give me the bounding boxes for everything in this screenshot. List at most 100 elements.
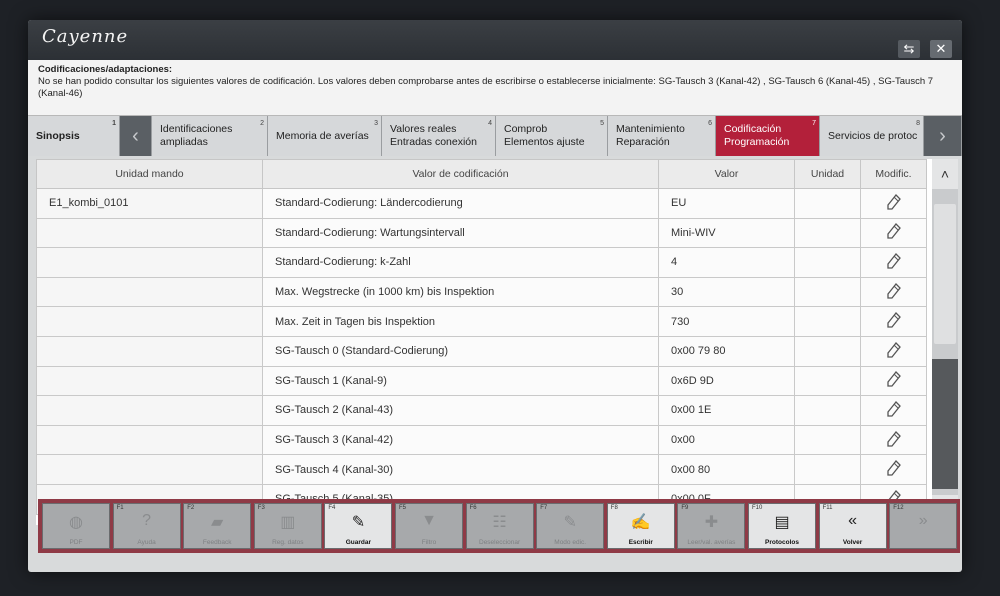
column-header-valor-codificacion[interactable]: Valor de codificación	[262, 159, 659, 189]
unit-cell	[36, 217, 263, 249]
table-row[interactable]: SG-Tausch 4 (Kanal-30) 0x00 80	[36, 454, 927, 485]
value-cell: 0x00 1E	[658, 395, 795, 426]
fkey-escribir-button[interactable]: F8 ✍ Escribir	[606, 503, 675, 549]
tab-label: Sinopsis	[36, 129, 80, 142]
tab-valores-reales[interactable]: Valores reales Entradas conexión 4	[382, 116, 496, 156]
column-header-valor[interactable]: Valor	[658, 159, 795, 189]
fkey-code: F9	[681, 505, 689, 511]
modify-cell	[860, 454, 927, 485]
fkey-label: Filtro	[421, 539, 437, 546]
tab-comprob-elementos[interactable]: Comprob Elementos ajuste 5	[496, 116, 608, 156]
fkey-feedback-button[interactable]: F2 ▰ Feedback	[183, 503, 252, 549]
scroll-up-button[interactable]: ˄	[932, 159, 958, 189]
fkey-modo-edic--button[interactable]: F7 ✎ Modo edic.	[536, 503, 605, 549]
fkey-protocolos-button[interactable]: F10 ▤ Protocolos	[748, 503, 816, 549]
fkey-guardar-button[interactable]: F4 ✎ Guardar	[324, 503, 393, 549]
value-cell: EU	[658, 188, 795, 219]
tab-sinopsis[interactable]: Sinopsis 1	[28, 116, 120, 156]
table-scrollbar[interactable]: ˄ ˅	[932, 159, 958, 525]
coding-name-cell: Max. Wegstrecke (in 1000 km) bis Inspekt…	[262, 276, 659, 308]
fkey-label: Deseleccionar	[479, 539, 521, 546]
tab-label: Identificaciones ampliadas	[160, 123, 233, 148]
fkey-pdf-button[interactable]: ◍ PDF	[42, 503, 110, 549]
value-cell: 0x6D 9D	[658, 365, 795, 397]
table-row[interactable]: SG-Tausch 1 (Kanal-9) 0x6D 9D	[36, 365, 927, 397]
table-row[interactable]: SG-Tausch 0 (Standard-Codierung) 0x00 79 …	[36, 335, 927, 367]
scroll-thumb[interactable]	[934, 204, 956, 344]
protocol-icon: ▤	[774, 514, 790, 531]
switch-window-button[interactable]: ⇆	[898, 40, 920, 58]
value-cell: 4	[658, 247, 795, 278]
tab-mantenimiento[interactable]: Mantenimiento Reparación 6	[608, 116, 716, 156]
unit-cell	[36, 365, 263, 397]
tab-memoria-averias[interactable]: Memoria de averías 3	[268, 116, 382, 156]
fkey-reg-datos-button[interactable]: F3 ▥ Reg. datos	[253, 503, 322, 549]
table-row[interactable]: SG-Tausch 3 (Kanal-42) 0x00	[36, 424, 927, 456]
unit-of-measure-cell	[794, 395, 861, 426]
fkey-label: Reg. datos	[272, 539, 304, 546]
coding-table-container: Unidad mando Valor de codificación Valor…	[36, 159, 932, 525]
table-row[interactable]: Standard-Codierung: Wartungsintervall Min…	[36, 217, 927, 249]
column-header-unidad-mando[interactable]: Unidad mando	[36, 159, 263, 189]
modify-cell	[860, 395, 927, 426]
edit-pencil-icon[interactable]	[886, 430, 901, 447]
close-button[interactable]: ✕	[930, 40, 952, 58]
value-cell: 730	[658, 306, 795, 337]
tab-codificacion[interactable]: Codificación Programación 7	[716, 116, 820, 156]
tab-label: Mantenimiento Reparación	[616, 123, 685, 148]
tab-number: 5	[600, 120, 604, 127]
edit-pencil-icon[interactable]	[886, 371, 901, 388]
unit-cell	[36, 454, 263, 485]
tab-label: Memoria de averías	[276, 129, 369, 142]
tab-number: 4	[488, 120, 492, 127]
coding-name-cell: Standard-Codierung: Wartungsintervall	[262, 217, 659, 249]
table-row[interactable]: E1_kombi_0101 Standard-Codierung: Länderc…	[36, 188, 927, 219]
edit-pencil-icon[interactable]	[886, 341, 901, 358]
edit-pencil-icon[interactable]	[886, 282, 901, 299]
table-header-row: Unidad mando Valor de codificación Valor…	[36, 159, 927, 189]
coding-name-cell: SG-Tausch 1 (Kanal-9)	[262, 365, 659, 397]
table-row[interactable]: Max. Zeit in Tagen bis Inspektion 730	[36, 306, 927, 337]
fkey-ayuda-button[interactable]: F1? Ayuda	[112, 503, 181, 549]
fkey-label: Protocolos	[765, 539, 799, 546]
feedback-icon: ▰	[211, 514, 224, 531]
diagnostic-screen: Cayenne ⇆ ✕ Codificaciones/adaptaciones:…	[28, 20, 962, 572]
tab-identificaciones[interactable]: Identificaciones ampliadas 2	[152, 116, 268, 156]
fkey-code: F12	[893, 505, 904, 511]
fkey-code: F3	[257, 505, 265, 511]
tab-label: Valores reales Entradas conexión	[390, 123, 477, 148]
table-row[interactable]: Standard-Codierung: k-Zahl 4	[36, 247, 927, 278]
column-header-unidad[interactable]: Unidad	[794, 159, 861, 189]
tab-scroll-left-arrow[interactable]: ‹	[120, 116, 152, 156]
edit-pencil-icon[interactable]	[886, 253, 901, 269]
tab-number: 1	[112, 120, 116, 127]
write-icon: ✍	[630, 514, 651, 531]
edit-pencil-icon[interactable]	[886, 312, 901, 328]
fkey-volver-button[interactable]: F11 « Volver	[818, 503, 887, 549]
table-row[interactable]: Max. Wegstrecke (in 1000 km) bis Inspekt…	[36, 276, 927, 308]
table-row[interactable]: SG-Tausch 2 (Kanal-43) 0x00 1E	[36, 395, 927, 426]
fkey-label: Ayuda	[137, 539, 156, 546]
tab-scroll-right-arrow[interactable]: ›	[924, 116, 962, 156]
fkey-code: F7	[540, 505, 548, 511]
column-header-modific[interactable]: Modific.	[860, 159, 927, 189]
edit-pencil-icon[interactable]	[886, 223, 901, 240]
fkey-next-button[interactable]: F12 »	[889, 503, 958, 549]
fkey-leer-val-aver-as-button[interactable]: F9 ✚ Leer/val. averías	[677, 503, 746, 549]
edit-pencil-icon[interactable]	[886, 460, 901, 476]
fkey-filtro-button[interactable]: F5 ▼ Filtro	[395, 503, 463, 549]
chart-icon: ▥	[280, 514, 296, 531]
edit-pencil-icon[interactable]	[886, 193, 901, 210]
fkey-label: Modo edic.	[554, 539, 587, 546]
unit-of-measure-cell	[794, 365, 861, 397]
fkey-code: F6	[469, 505, 477, 511]
edit-pencil-icon[interactable]	[886, 400, 901, 417]
fkey-deseleccionar-button[interactable]: F6 ☷ Deseleccionar	[465, 503, 534, 549]
tab-servicios[interactable]: Servicios de protoc 8	[820, 116, 924, 156]
function-key-bar: ◍ PDF F1? Ayuda F2 ▰ Feedback F3 ▥ Reg. datos F4 ✎ G…	[38, 499, 960, 553]
unit-of-measure-cell	[794, 335, 861, 367]
scroll-track[interactable]	[932, 359, 958, 489]
save-icon: ✎	[351, 514, 366, 531]
title-bar: Cayenne ⇆ ✕	[28, 20, 962, 60]
coding-name-cell: SG-Tausch 2 (Kanal-43)	[262, 395, 659, 426]
